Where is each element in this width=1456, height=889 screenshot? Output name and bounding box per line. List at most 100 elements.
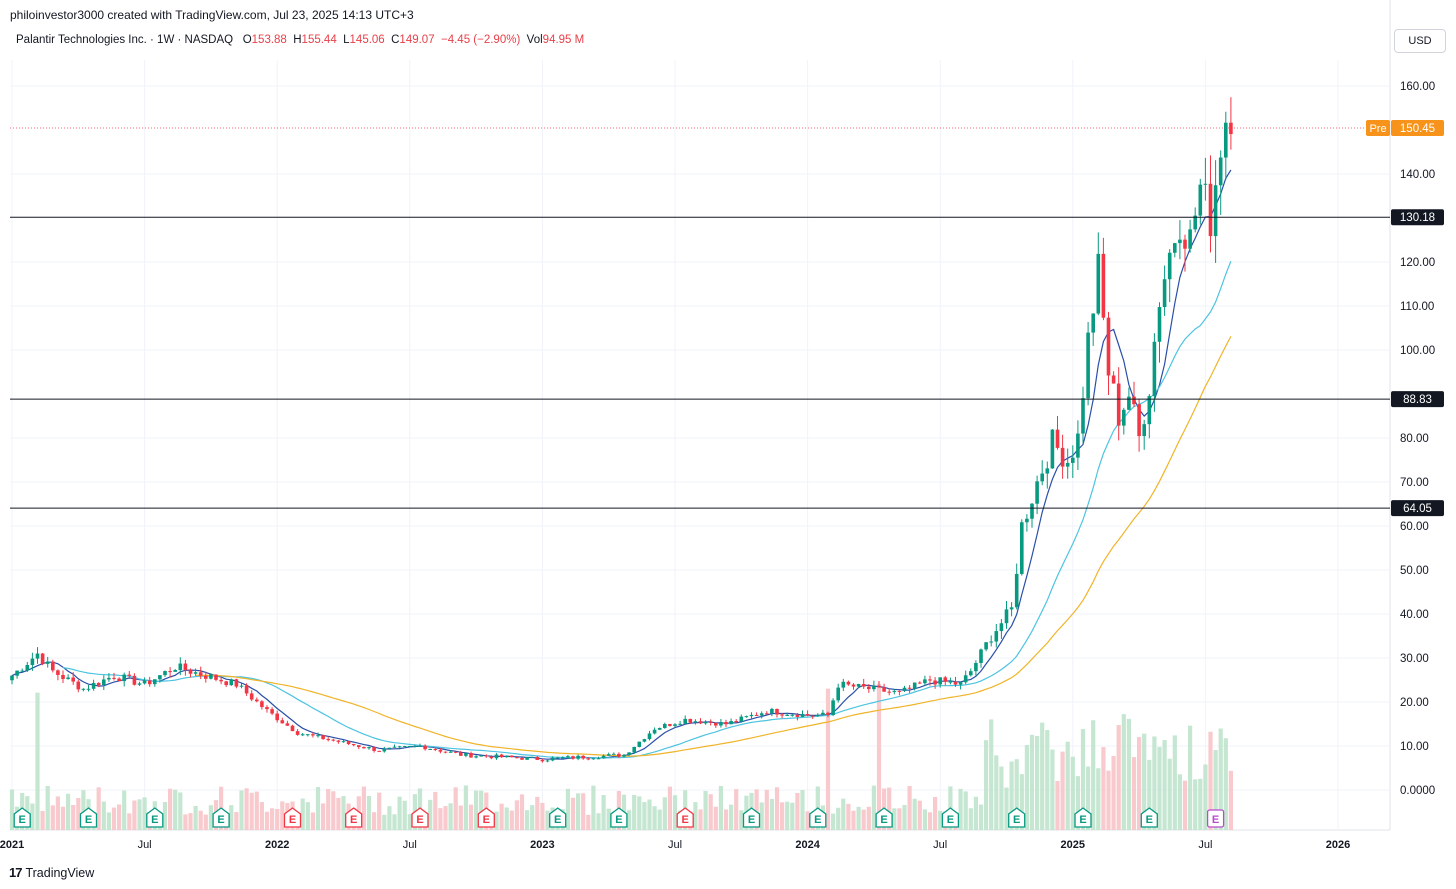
candle-body — [683, 718, 687, 724]
earnings-marker[interactable]: E — [146, 807, 164, 828]
candle-body — [1004, 609, 1009, 624]
volume-bar — [1137, 737, 1142, 830]
candle-body — [668, 723, 672, 726]
candle-body — [40, 653, 45, 664]
candle-body — [1152, 341, 1157, 397]
volume-bar — [366, 795, 372, 830]
price-tick-label: 110.00 — [1400, 301, 1434, 313]
earnings-marker[interactable]: E — [212, 807, 230, 828]
candle-body — [158, 675, 162, 680]
earnings-marker[interactable]: E — [79, 807, 98, 828]
candle-body — [336, 740, 341, 742]
symbol-title[interactable]: Palantir Technologies Inc. · 1W · NASDAQ — [16, 34, 234, 46]
earnings-marker[interactable]: E — [411, 807, 429, 828]
volume-bar — [1213, 750, 1218, 830]
candle-body — [377, 750, 381, 752]
volume-bar — [321, 803, 326, 830]
candle-body — [484, 755, 489, 757]
earnings-marker[interactable]: E — [283, 807, 302, 828]
price-tick-label: 40.00 — [1400, 609, 1429, 621]
candle-body — [1167, 252, 1172, 280]
earnings-marker[interactable]: E — [549, 807, 567, 828]
earnings-marker[interactable]: E — [13, 807, 31, 828]
candle-body — [923, 679, 927, 684]
earnings-marker[interactable]: E — [1140, 807, 1158, 828]
open-value: 153.88 — [251, 34, 287, 46]
volume-bar — [315, 787, 321, 830]
candle-body — [622, 754, 626, 757]
volume-bar — [96, 787, 101, 830]
earnings-marker[interactable]: E — [610, 807, 628, 828]
volume-bar — [66, 793, 71, 830]
price-tick-label: 0.0000 — [1400, 785, 1435, 797]
brand-name: TradingView — [25, 865, 95, 880]
footer-brand[interactable]: 17 TradingView — [9, 865, 94, 880]
volume-bar — [672, 795, 678, 830]
candle-body — [413, 745, 417, 747]
earnings-marker[interactable]: E — [1074, 807, 1092, 828]
earnings-marker[interactable]: E — [1206, 809, 1225, 828]
change-value: −4.45 (−2.90%) — [441, 34, 521, 46]
candle-body — [193, 672, 198, 674]
candle-body — [244, 685, 249, 694]
time-tick-label: Jul — [1198, 839, 1212, 851]
earnings-marker-label: E — [1013, 814, 1020, 826]
volume-bar — [407, 814, 412, 830]
candle-body — [1183, 239, 1187, 249]
time-tick-label: Jul — [933, 839, 947, 851]
candle-body — [1198, 184, 1203, 216]
earnings-marker[interactable]: E — [875, 807, 893, 828]
candle-body — [606, 754, 611, 756]
volume-bar — [1024, 745, 1029, 830]
earnings-marker-shape — [610, 807, 628, 828]
candle-body — [96, 682, 101, 686]
volume-bar — [1075, 776, 1080, 830]
volume-bar — [907, 786, 912, 830]
candle-body — [260, 701, 264, 708]
candle-body — [698, 721, 703, 724]
volume-bar — [310, 812, 315, 830]
candle-body — [300, 734, 305, 736]
price-axis: 160.00 140.00 120.00 110.00 100.00 80.00 70.00… — [1400, 81, 1435, 797]
candle-body — [173, 670, 177, 672]
candle-body — [897, 690, 902, 692]
currency-button[interactable]: USD — [1394, 29, 1446, 53]
candle-body — [178, 663, 183, 671]
earnings-marker[interactable]: E — [941, 807, 960, 828]
price-tick-label: 10.00 — [1400, 741, 1429, 753]
candle-body — [265, 707, 269, 710]
earnings-marker[interactable]: E — [676, 807, 694, 828]
earnings-marker[interactable]: E — [1008, 807, 1026, 828]
earnings-marker[interactable]: E — [477, 807, 495, 828]
candle-body — [1081, 398, 1085, 434]
volume-bar — [50, 805, 55, 830]
time-axis: 2021 Jul 2022 Jul 2023 Jul 2024 Jul 2025 Jul 2026 — [0, 839, 1350, 851]
earnings-marker-shape — [345, 807, 363, 828]
candle-body — [530, 756, 534, 758]
volume-bar — [780, 802, 785, 830]
volume-bar — [973, 796, 978, 830]
price-tick-label: 120.00 — [1400, 257, 1435, 269]
candle-body — [234, 679, 239, 687]
volume-bar — [463, 785, 468, 830]
earnings-marker-shape — [13, 807, 31, 828]
candle-body — [504, 755, 509, 758]
time-tick-label: 2023 — [530, 839, 554, 851]
premarket-price: 150.45 — [1400, 123, 1435, 135]
candle-body — [459, 752, 463, 756]
earnings-marker-label: E — [350, 814, 357, 826]
time-tick-label: 2024 — [795, 839, 820, 851]
candle-body — [1014, 573, 1019, 608]
volume-bar — [494, 811, 499, 830]
candle-body — [719, 722, 723, 726]
earnings-marker[interactable]: E — [345, 807, 363, 828]
candle-body — [91, 682, 96, 689]
earnings-marker[interactable]: E — [809, 807, 827, 828]
candle-body — [438, 749, 443, 752]
volume-bar — [647, 799, 652, 830]
candle-body — [1071, 457, 1075, 463]
earnings-marker[interactable]: E — [742, 807, 761, 828]
volume-bars — [9, 683, 1233, 830]
volume-bar — [642, 802, 647, 830]
earnings-marker-label: E — [19, 814, 26, 826]
